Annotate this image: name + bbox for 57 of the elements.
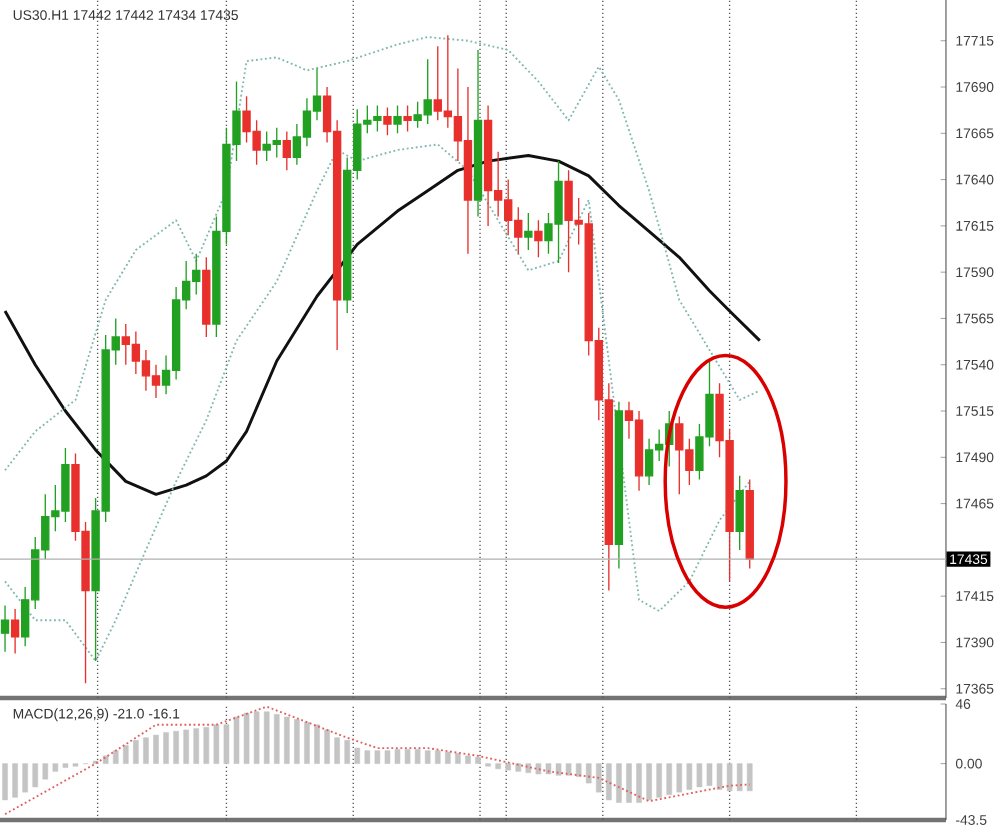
bar	[636, 763, 642, 803]
bar	[334, 737, 340, 764]
candlestick	[403, 104, 412, 133]
candlestick	[534, 219, 543, 259]
bar	[324, 729, 330, 764]
bar	[344, 740, 350, 764]
bar	[2, 763, 8, 801]
candlestick	[473, 49, 483, 218]
bar	[314, 724, 320, 764]
bar	[656, 763, 662, 798]
bar	[153, 734, 159, 764]
bar	[304, 721, 310, 764]
bar	[626, 763, 632, 803]
bar	[143, 737, 149, 764]
candlestick	[614, 401, 624, 570]
bar	[424, 750, 431, 764]
line-series	[4, 143, 751, 662]
candlestick	[202, 256, 211, 338]
candlestick	[282, 130, 292, 171]
bar	[585, 763, 592, 784]
bar	[445, 751, 451, 764]
bar	[354, 747, 361, 764]
bar	[32, 763, 39, 788]
line-series	[4, 705, 751, 816]
bar	[505, 763, 511, 771]
bar	[163, 732, 169, 764]
bar	[495, 763, 501, 770]
bar	[606, 763, 612, 801]
line-series	[4, 36, 761, 472]
bar	[123, 745, 129, 764]
bar	[294, 719, 300, 764]
bar	[42, 763, 49, 780]
candlestick	[524, 212, 533, 251]
bar	[596, 763, 602, 793]
bar	[12, 763, 18, 798]
candlestick	[0, 604, 10, 653]
candlestick	[383, 106, 392, 136]
candlestick	[393, 104, 402, 134]
bar	[133, 740, 139, 764]
bar	[22, 763, 28, 793]
bar	[203, 727, 210, 764]
bar	[364, 750, 371, 764]
line-series	[3, 154, 762, 496]
bar	[455, 752, 461, 764]
bar	[102, 755, 109, 764]
bar	[183, 729, 189, 764]
bar	[263, 711, 270, 764]
candlestick	[735, 475, 744, 551]
bar	[284, 716, 290, 764]
bar	[112, 750, 119, 764]
candlestick	[10, 608, 20, 655]
bar	[475, 756, 481, 764]
bar	[616, 763, 622, 803]
bar	[465, 755, 471, 764]
bar	[646, 763, 652, 801]
bar	[736, 763, 743, 792]
bar	[173, 730, 179, 764]
